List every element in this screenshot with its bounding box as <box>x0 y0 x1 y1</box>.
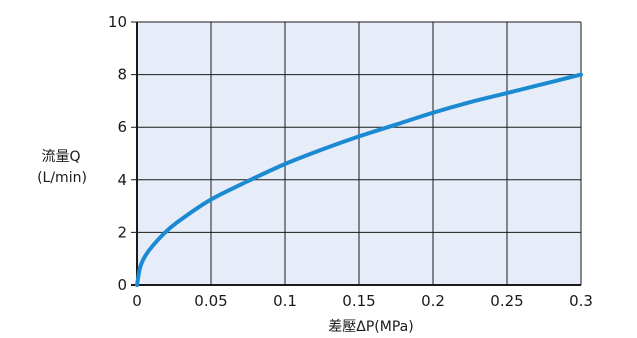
x-tick-label-0: 0 <box>132 292 142 310</box>
y-axis-label-line1: 流量Q <box>41 149 80 165</box>
x-axis-label: 差壓ΔP(MPa) <box>328 319 413 335</box>
y-tick-label-1: 2 <box>117 223 127 241</box>
x-tick-label-6: 0.3 <box>569 292 593 310</box>
y-tick-label-5: 10 <box>108 13 127 31</box>
y-axis-label-line2: (L/min) <box>37 170 87 186</box>
grid <box>131 21 582 286</box>
tick-labels: 0 0.05 0.1 0.15 0.2 0.25 0.3 0 2 4 6 8 10 <box>108 13 593 310</box>
x-tick-label-1: 0.05 <box>194 292 227 310</box>
series-line-0 <box>135 72 583 287</box>
y-tick-label-3: 6 <box>117 118 127 136</box>
y-tick-label-2: 4 <box>117 171 127 189</box>
x-tick-label-2: 0.1 <box>273 292 297 310</box>
x-tick-label-4: 0.2 <box>421 292 445 310</box>
x-tick-label-3: 0.15 <box>342 292 375 310</box>
y-tick-label-0: 0 <box>117 276 127 294</box>
y-tick-label-4: 8 <box>117 66 127 84</box>
x-tick-label-5: 0.25 <box>490 292 523 310</box>
